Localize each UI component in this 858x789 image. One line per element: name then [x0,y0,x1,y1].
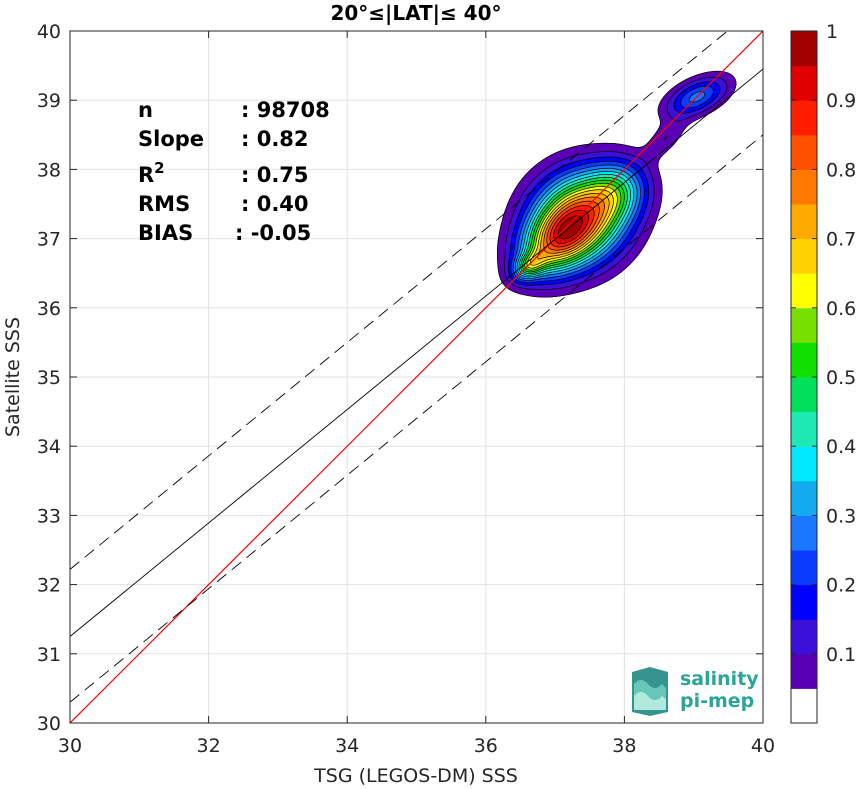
colorbar: 0.1 0.2 0.3 0.4 0.5 0.6 0.7 0.8 0.9 1 [790,21,856,724]
fit-lower-dashed-line [70,134,763,703]
colorbar-segment [791,273,817,309]
colorbar-tick-label: 0.7 [826,229,856,251]
colorbar-segment [791,65,817,101]
contour-line-level [507,81,721,286]
grid-lines [69,30,764,724]
colorbar-tick-label: 0.1 [826,644,856,666]
x-tick-label: 36 [474,735,498,757]
colorbar-tick-label: 0.8 [826,159,856,181]
contour-line-level [526,186,618,269]
y-tick-label: 39 [37,90,61,112]
contour-line-level [522,179,625,273]
colorbar-segment [791,31,817,67]
y-tick-label: 31 [37,644,61,666]
contour-line-level [504,76,728,290]
x-tick-label: 34 [335,735,359,757]
x-tick-label: 32 [197,735,221,757]
stat-value: : 0.40 [241,192,309,216]
identity-line [70,31,763,723]
colorbar-segment [791,584,817,620]
x-tick-label: 30 [58,735,82,757]
y-tick-label: 30 [37,713,61,735]
stat-value: : 0.82 [241,127,309,151]
colorbar-tick-label: 0.5 [826,367,856,389]
contour-line-level [543,196,605,254]
contour-line-level [557,215,583,240]
contour-line-level [546,200,600,251]
contour-line-level [514,167,638,279]
contour-line-level [520,176,628,274]
colorbar-segment [791,204,817,240]
chart-title: 20°≤|LAT|≤ 40° [330,1,501,25]
contour-line-level [496,70,737,298]
y-tick-label: 35 [37,367,61,389]
colorbar-segment [791,100,817,136]
stat-value: : 98708 [241,98,330,122]
y-tick-label: 34 [37,436,61,458]
colorbar-segment [791,480,817,516]
logo-text-salinity: salinity [680,668,759,690]
colorbar-segment [791,238,817,274]
y-tick-label: 38 [37,159,61,181]
y-tick-label: 32 [37,575,61,597]
contour-line-level [518,174,632,276]
colorbar-segment [791,550,817,586]
contour-line-level [516,171,635,278]
x-tick-label: 40 [751,735,775,757]
contour-line-level [549,205,595,248]
y-axis-ticks: 30 31 32 33 34 35 36 37 38 39 40 [37,21,763,735]
statistics-box: n : 98708 Slope : 0.82 R2 : 0.75 RMS : 0.40 BIAS… [138,98,330,245]
stat-value: : 0.75 [241,163,309,187]
colorbar-tick-label: 0.2 [826,575,856,597]
colorbar-segment [791,377,817,413]
colorbar-tick-label: 0.3 [826,505,856,527]
fit-line [70,68,763,637]
contour-line-level [524,182,622,271]
colorbar-segment [791,619,817,655]
colorbar-segment [791,515,817,551]
contour-line-level [512,91,706,281]
colorbar-segment [791,307,817,343]
colorbar-segment [791,169,817,205]
colorbar-segment [791,653,817,689]
colorbar-tick-label: 0.6 [826,298,856,320]
y-axis-label: Satellite SSS [2,317,24,437]
logo-text-pi-mep: pi-mep [680,690,754,712]
colorbar-segment [791,342,817,378]
salinity-pi-mep-logo: salinity pi-mep [632,667,759,716]
x-axis-ticks: 30 32 34 36 38 40 [58,31,775,757]
contour-line-level [553,209,590,244]
fit-upper-dashed-line [70,31,729,570]
colorbar-tick-label: 0.4 [826,436,856,458]
stat-label: n [138,98,153,122]
contour-line-level [529,189,614,266]
stat-label: RMS [138,192,190,216]
y-tick-label: 33 [37,505,61,527]
y-tick-label: 37 [37,229,61,251]
x-tick-label: 38 [612,735,636,757]
colorbar-segment [791,446,817,482]
contour-line-level [510,85,714,283]
stat-label: Slope [138,127,204,151]
colorbar-tick-label: 1 [826,21,838,43]
stat-value: : -0.05 [235,221,311,245]
y-tick-label: 40 [37,21,61,43]
colorbar-segment [791,134,817,170]
y-tick-label: 36 [37,298,61,320]
colorbar-segment [791,411,817,447]
logo-emblem-icon [632,667,668,716]
regression-lines [70,31,763,723]
colorbar-tick-label: 0.9 [826,90,856,112]
colorbar-segment [791,688,817,724]
stat-label: BIAS [138,221,193,245]
x-axis-label: TSG (LEGOS-DM) SSS [313,765,518,787]
stat-label: R2 [138,159,165,187]
